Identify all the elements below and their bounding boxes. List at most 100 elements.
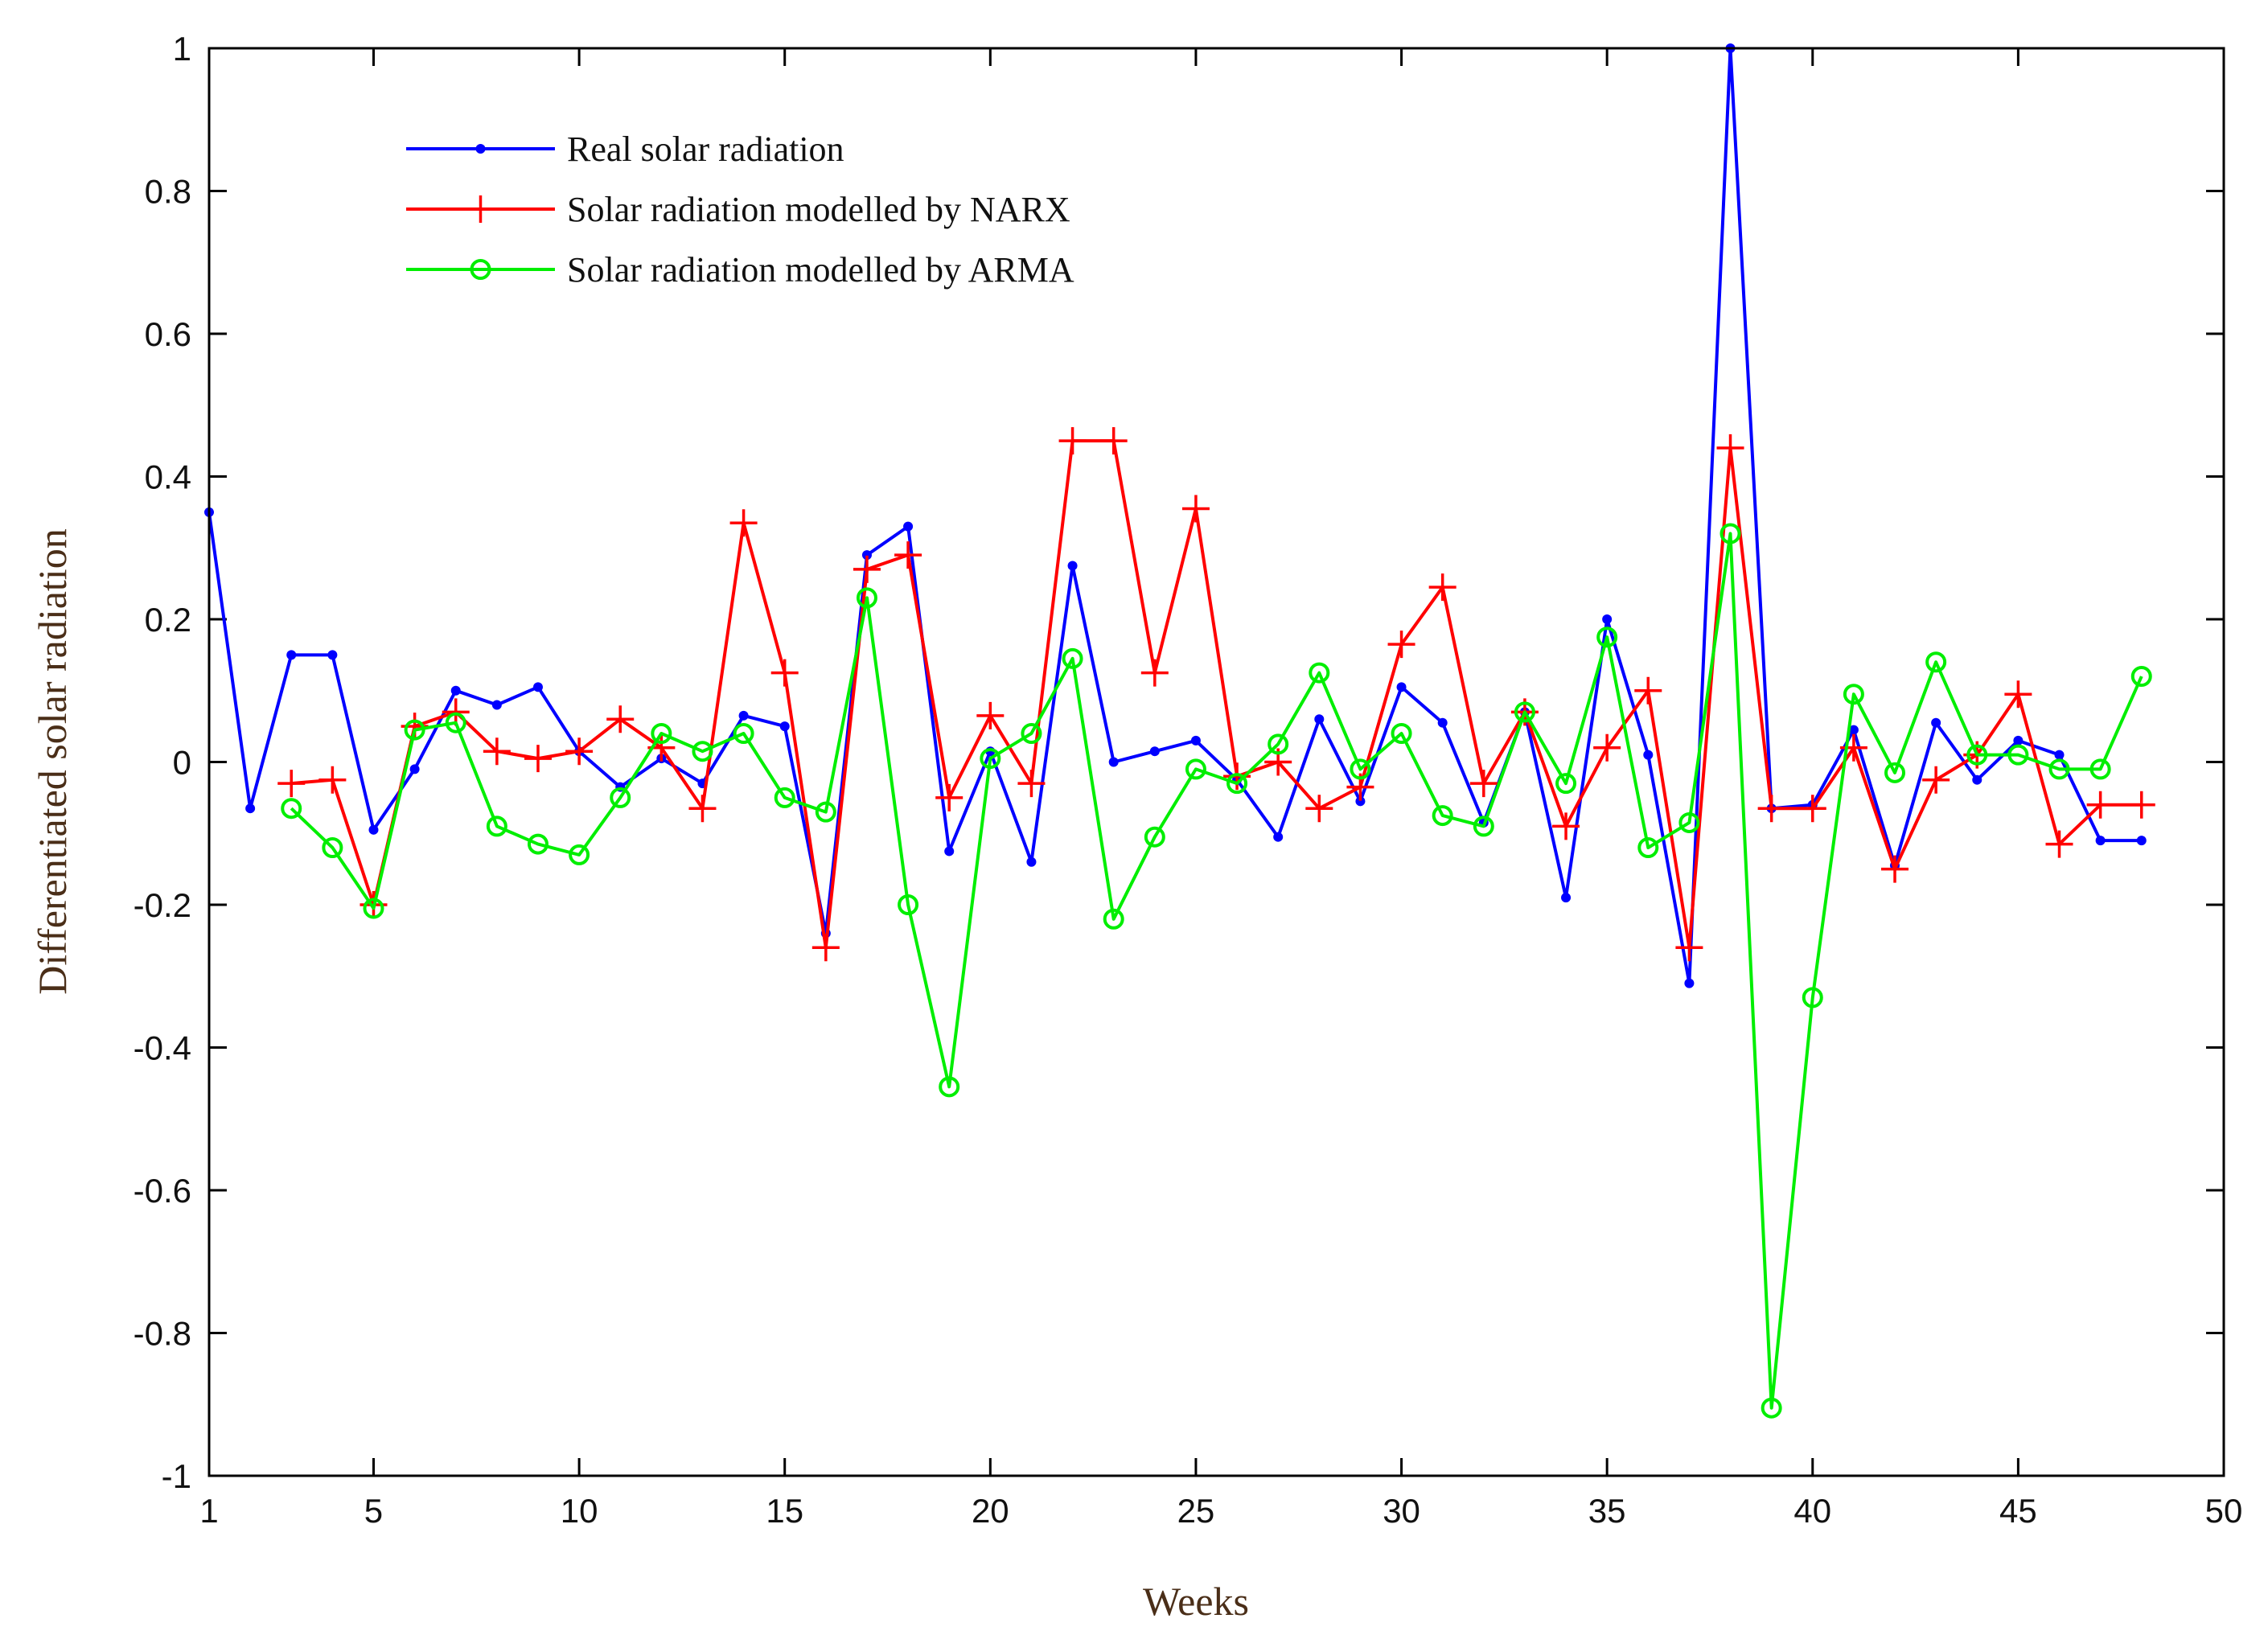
x-tick-label: 45 (1999, 1492, 2037, 1530)
data-point (688, 795, 717, 823)
data-point (1966, 744, 1988, 766)
x-tick-label: 20 (972, 1492, 1009, 1530)
data-point (1144, 826, 1165, 848)
data-point (1561, 893, 1572, 903)
legend-label: Solar radiation modelled by NARX (567, 190, 1070, 229)
data-point (368, 824, 379, 835)
data-point (1226, 773, 1248, 795)
x-tick-label: 5 (364, 1492, 383, 1530)
data-point (1925, 651, 1947, 673)
y-tick-label: 0.2 (145, 601, 191, 639)
data-point (445, 712, 466, 733)
data-point (898, 894, 919, 915)
data-point (1922, 766, 1950, 794)
x-tick-label: 25 (1177, 1492, 1215, 1530)
data-point (1099, 427, 1128, 455)
data-point (738, 710, 749, 721)
y-tick-label: -0.6 (134, 1172, 191, 1210)
legend-swatch-marker (470, 259, 491, 280)
y-tick-label: -1 (162, 1457, 191, 1495)
series-line (207, 47, 2142, 985)
data-point (2048, 758, 2070, 780)
data-point (1843, 684, 1864, 705)
data-point (935, 783, 963, 811)
y-tick-label: 0.4 (145, 458, 191, 496)
data-point (1881, 855, 1909, 883)
series-layer (204, 43, 2155, 1419)
data-point (1026, 857, 1037, 867)
data-point (1190, 735, 1201, 746)
data-point (1396, 682, 1407, 692)
data-point (853, 555, 881, 583)
data-point (409, 764, 420, 774)
data-point (1552, 812, 1580, 840)
data-point (1678, 811, 1700, 833)
data-point (692, 741, 713, 762)
data-point (856, 587, 877, 609)
data-point (651, 723, 672, 744)
data-point (1305, 795, 1333, 823)
data-point (1473, 815, 1494, 837)
data-point (1972, 774, 1982, 785)
data-point (524, 745, 552, 773)
data-point (1437, 717, 1448, 728)
plot-frame (207, 47, 2225, 1477)
series-line (290, 532, 2143, 1410)
data-point (1062, 647, 1083, 669)
legend: Real solar radiation Solar radiation mode… (406, 129, 1074, 290)
data-point (1931, 717, 1941, 728)
data-point (2045, 830, 2073, 858)
data-point (483, 737, 511, 766)
data-point (1602, 614, 1613, 624)
legend-swatch-marker (466, 195, 495, 223)
data-point (944, 846, 955, 857)
x-tick-label: 35 (1588, 1492, 1626, 1530)
data-point (1802, 987, 1823, 1009)
data-point (1391, 723, 1412, 744)
data-point (729, 509, 758, 537)
data-point (774, 787, 795, 808)
data-point (1757, 795, 1785, 823)
data-point (2089, 758, 2111, 780)
data-point (733, 723, 754, 744)
data-point (1469, 770, 1498, 798)
data-point (1884, 762, 1906, 783)
data-point (1643, 750, 1654, 760)
data-point (527, 833, 549, 855)
data-point (277, 770, 306, 798)
x-tick-label: 40 (1793, 1492, 1831, 1530)
data-point (1149, 746, 1160, 757)
data-point (1675, 934, 1703, 962)
data-point (1309, 662, 1330, 684)
data-point (2007, 744, 2029, 766)
data-point (322, 837, 343, 858)
data-point (1719, 523, 1741, 544)
data-point (2130, 666, 2152, 687)
data-point (1103, 908, 1124, 930)
y-axis-title: Differentiated solar radiation (30, 528, 75, 994)
data-point (1634, 676, 1662, 705)
ticks-layer: 1 5 10 15 20 25 30 35 40 45 5010.80.60.40.20-0.2-0… (134, 30, 2243, 1530)
data-point (569, 844, 590, 865)
data-point (2004, 680, 2032, 709)
data-point (1185, 758, 1206, 780)
data-point (486, 815, 507, 837)
x-tick-label: 50 (2205, 1492, 2243, 1530)
data-point (2013, 735, 2024, 746)
data-point (1798, 795, 1826, 823)
y-tick-label: 0.6 (145, 315, 191, 353)
data-point (1593, 733, 1621, 762)
data-point (450, 685, 461, 696)
y-tick-label: 1 (173, 30, 191, 68)
data-point (861, 550, 872, 561)
y-tick-label: -0.8 (134, 1315, 191, 1353)
data-point (318, 766, 347, 794)
data-point (1314, 714, 1325, 725)
data-point (286, 650, 297, 660)
data-point (1067, 561, 1078, 571)
data-point (2054, 750, 2065, 760)
data-point (1058, 427, 1087, 455)
x-tick-label: 15 (766, 1492, 803, 1530)
data-point (363, 898, 384, 919)
